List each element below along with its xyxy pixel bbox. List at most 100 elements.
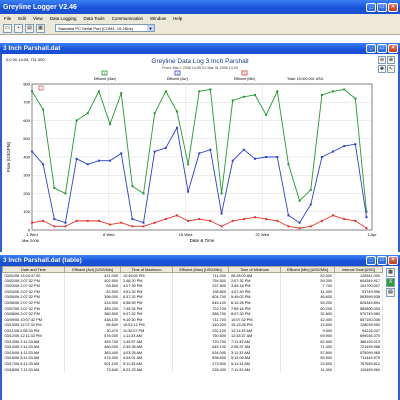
close-button[interactable]: × [388,2,398,12]
menu-file[interactable]: File [4,15,12,21]
maximize-button[interactable]: □ [377,2,387,12]
chart-maximize-button[interactable]: □ [377,44,387,53]
y-tick-label: 100 [23,209,30,214]
menu-view[interactable]: View [33,15,43,21]
table-cell: 583800.003 [334,305,383,312]
data-point [231,219,234,222]
data-point [220,212,223,215]
table-close-button[interactable]: × [388,256,398,265]
table-row[interactable]: 03/15/06 4:11:33 AM 383.400 4:03:25 AM 634.… [2,350,383,356]
table-cell: 9:07:32 PM [120,311,173,317]
cursor-marker [38,85,44,91]
data-point [86,112,89,115]
table-cell: 480.000 [64,344,121,351]
menu-edit[interactable]: Edit [18,15,27,21]
table-row[interactable]: 03/08/06 2:07:32 PM 380.500 9:07:32 PM 586.… [2,311,383,317]
table-row[interactable]: 03/05/06 2:07:32 PM 396.000 6:37:32 PM 604.… [2,294,383,301]
menu-help[interactable]: Help [172,15,183,21]
column-header[interactable]: Interval Total [USG] [334,266,383,273]
open-icon[interactable]: ▭ [3,23,12,33]
table-cell: 03/11/06 2:08:33 PM [2,327,65,334]
table-cell: 9:10:30 PM [120,316,173,323]
table-row[interactable]: 03/11/06 2:08:33 PM 30.470 11:32:07 PM 232.… [2,327,383,334]
data-point [31,221,33,224]
chart-icon[interactable]: ▦ [386,268,395,277]
table-maximize-button[interactable]: □ [377,256,387,265]
data-point [287,214,290,217]
flow-chart: 0:0 00 14:04, 711.000 Greyline Data Log 3… [6,57,377,243]
print-icon[interactable]: ▤ [25,23,34,33]
minimize-button[interactable]: _ [366,2,376,12]
table-row[interactable]: 03/13/06 2:11:33 AM 459.700 1:49:57 AM 720.… [2,339,383,345]
data-point [175,126,178,129]
table-cell: 03/16/06 5:11:33 AM [2,355,65,362]
table-cell: 03/04/06 2:07:32 PM [2,289,65,295]
chart-subtitle: From: Mar 1 2006 14:05 To: Mar 31 2006 1… [162,66,237,70]
table-row[interactable]: 03/12/06 12:11:33 PM 576.000 1:11:33 AM 750… [2,333,383,340]
data-point [198,90,201,93]
data-point [287,163,290,166]
data-point [131,185,134,188]
data-point [187,190,190,193]
legend-swatch [174,70,181,76]
table-cell: 62.500 [64,289,121,295]
save-icon[interactable]: ▪ [14,23,23,33]
table-row[interactable]: 03/16/06 5:11:33 AM 474.300 4:44:01 AM 598.… [2,355,383,362]
data-point [120,221,123,224]
table-panel: Date and Time Effluent (Avr) [USG/Min] Tim… [0,266,400,400]
table-cell: 4:07:39 PM [120,283,173,290]
chart-icon[interactable]: ▦ [36,23,45,33]
zoom-out-icon[interactable]: ⊖ [378,56,386,64]
port-select[interactable]: Standard PC Serial Port (COM1, 19.2Kbs) … [55,24,155,32]
table-cell: 273.500 [172,361,229,367]
data-point [97,159,100,162]
data-point [343,218,346,221]
port-select-value: Standard PC Serial Port (COM1, 19.2Kbs) [58,26,133,31]
excel-icon[interactable]: X [386,278,395,287]
table-body: 03/01/06 14:04:37.00 421.000 12:45:00 PM 71… [2,272,383,373]
zoom-in-icon[interactable]: ⊕ [387,56,395,64]
table-cell: 03/09/06 10:07:32 PM [2,316,65,323]
table-cell: 750.600 [172,333,229,340]
coordinate-readout: 0:0 00 14:04, 711.000 [6,57,45,62]
data-point [209,88,212,91]
table-cell: 699036.370 [334,333,383,340]
pan-icon[interactable]: ✥ [378,65,386,73]
legend-label: Effluent (Min) [234,77,255,81]
data-point [164,146,167,149]
table-row[interactable]: 03/01/06 14:04:37.00 421.000 12:45:00 PM 71… [2,272,383,279]
table-row[interactable]: 03/07/06 2:07:32 PM 389.200 7:45:34 PM 722.… [2,305,383,312]
data-point [42,219,45,222]
x-tick-label: 1 Apr [367,232,377,237]
table-row[interactable]: 03/14/06 2:11:33 AM 480.000 2:39:35 AM 645.… [2,344,383,351]
x-tick-label: 22 Wed [255,232,269,237]
table-row[interactable]: 03/10/06 11:07:32 PM 85.500 10:51:12 PM 310… [2,322,383,328]
table-row[interactable]: 03/03/06 2:07:32 PM 63.800 4:07:39 PM 237.8… [2,283,383,290]
table-cell: 657150.006 [334,316,383,323]
table-cell: 402.900 [64,278,121,284]
menu-communication[interactable]: Communication [111,15,143,21]
table-row[interactable]: 03/18/06 7:11:33 AM 73.640 6:22:23 AM 226.4… [2,366,383,373]
chart-minimize-button[interactable]: _ [366,44,376,53]
table-row[interactable]: 03/04/06 2:07:32 PM 62.500 4:51:32 PM 198.8… [2,289,383,295]
menu-window[interactable]: Window [149,15,166,21]
table-cell: 570749.983 [334,311,383,317]
print-icon[interactable]: ▤ [386,288,395,297]
table-minimize-button[interactable]: _ [366,256,376,265]
y-tick-label: 300 [23,173,30,178]
data-point [332,90,335,93]
table-row[interactable]: 03/09/06 10:07:32 PM 438.100 9:10:30 PM 711… [2,316,383,323]
table-cell: 2:55:37 AM [228,344,281,351]
table-cell: 73.640 [64,366,121,373]
chart-close-button[interactable]: × [388,44,398,53]
menu-data-tools[interactable]: Data Tools [83,15,105,21]
table-cell: 03/14/06 2:11:33 AM [2,344,65,351]
table-row[interactable]: 03/06/06 2:07:32 PM 416.900 6:58:59 PM 645.… [2,300,383,306]
menu-data-logging[interactable]: Data Logging [49,15,77,21]
table-row[interactable]: 03/17/06 6:11:33 AM 501.100 5:11:33 AM 273.… [2,361,383,367]
cursor-icon[interactable]: ↖ [387,65,395,73]
table-cell: 03/13/06 2:11:33 AM [2,339,65,345]
data-point [265,156,268,158]
table-cell: 128039.992 [334,322,383,328]
table-row[interactable]: 03/02/06 2:07:32 PM 402.900 2:46:20 PM 754.… [2,278,383,284]
